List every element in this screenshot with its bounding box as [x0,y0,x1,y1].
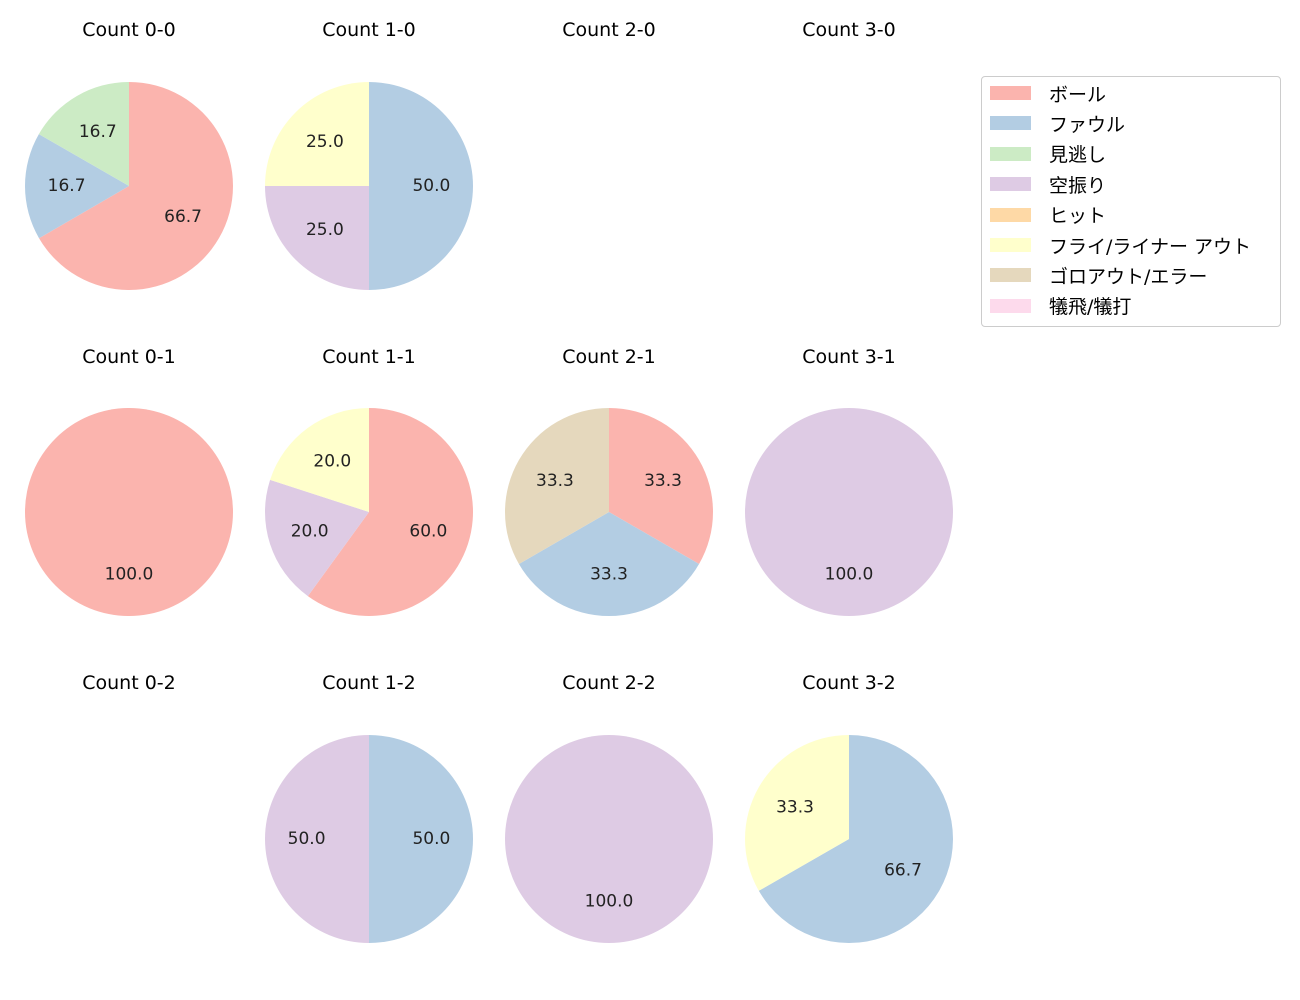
legend-label: ボール [1049,83,1107,106]
pie-slice [265,82,369,186]
slice-label: 16.7 [79,122,117,142]
slice-label: 60.0 [409,521,447,541]
pie-slice [369,735,473,943]
slice-label: 33.3 [644,471,682,491]
legend-item: 犠飛/犠打 [990,294,1131,318]
pie-slice [609,408,713,564]
legend-item: 空振り [990,172,1107,197]
slice-label: 16.7 [48,176,86,196]
pie-subplot: Count 0-2 [82,672,176,694]
pie-subplot: Count 2-2 100.0 [505,672,713,943]
slice-label: 66.7 [884,860,922,880]
pie-slice [265,479,369,597]
pie-subplot: Count 0-1 100.0 [25,346,233,616]
slice-label: 66.7 [164,207,202,227]
slice-label: 50.0 [288,829,326,849]
legend-swatch [990,207,1031,222]
pie-slice [758,735,953,943]
slice-label: 33.3 [536,471,574,491]
slice-label: 50.0 [412,829,450,849]
legend-item: ヒット [990,203,1106,227]
pie-subplot: Count 3-2 66.7 33.3 [744,672,953,943]
legend-item: 見逃し [990,142,1106,166]
pie-slice [270,408,369,512]
pie-subplot: Count 1-2 50.0 50.0 [265,672,473,943]
pie-slice [505,408,609,564]
slice-label: 100.0 [105,564,154,584]
legend-swatch [990,116,1031,131]
subplot-title: Count 0-0 [82,19,176,41]
subplot-title: Count 2-1 [562,346,656,368]
legend-swatch [990,86,1031,100]
pie-slice [265,735,369,943]
slice-label: 33.3 [776,798,814,818]
pie-subplot: Count 3-0 [802,19,896,41]
subplot-title: Count 1-2 [322,672,416,694]
pie-slice [745,408,953,616]
pie-subplot: Count 3-1 100.0 [745,346,953,616]
legend-item: フライ/ライナー アウト [990,233,1252,258]
legend-swatch [990,146,1031,161]
subplot-title: Count 2-2 [562,672,656,694]
subplot-title: Count 1-1 [322,346,416,368]
legend-label: ヒット [1049,205,1107,228]
legend-swatch [990,238,1031,252]
legend-item: ゴロアウト/エラー [990,263,1208,288]
pie-slice [505,735,713,943]
slice-label: 100.0 [825,564,874,584]
pie-slice [24,134,130,239]
legend-swatch [990,177,1031,192]
pie-subplot: Count 2-0 [562,19,656,41]
slice-label: 100.0 [585,891,634,911]
legend-label: 空振り [1049,174,1107,197]
pie-subplot: Count 1-1 60.0 20.0 20.0 [265,346,474,616]
legend-label: 見逃し [1049,144,1107,167]
subplot-title: Count 2-0 [562,19,656,41]
pie-subplot: Count 0-0 66.7 16.7 16.7 [24,19,234,290]
legend-item: ボール [990,81,1107,106]
legend-label: ファウル [1049,113,1126,136]
subplot-title: Count 0-2 [82,672,176,694]
slice-label: 33.3 [590,564,628,584]
slice-label: 50.0 [412,176,450,196]
legend-swatch [990,268,1031,283]
pie-slice [265,186,369,290]
pie-slice [25,408,233,616]
legend-swatch [990,298,1031,313]
slice-label: 25.0 [306,132,344,152]
pie-subplot: Count 2-1 33.3 33.3 33.3 [505,346,713,617]
subplot-title: Count 1-0 [322,19,416,41]
pie-slice [307,408,474,616]
subplot-title: Count 3-1 [802,346,896,368]
pie-slice [744,735,849,891]
pie-slice [369,82,473,290]
legend-label: フライ/ライナー アウト [1049,235,1252,258]
subplot-title: Count 3-0 [802,19,896,41]
slice-label: 20.0 [313,452,351,472]
pie-slice [38,82,129,186]
pie-subplot: Count 1-0 50.0 25.0 25.0 [265,19,473,290]
legend: ボールファウル見逃し空振りヒットフライ/ライナー アウト ゴロアウト/エラー 犠飛/… [981,76,1281,327]
pie-slice [39,82,234,290]
legend-label: ゴロアウト/エラー [1049,265,1208,288]
legend-item: ファウル [990,111,1126,136]
slice-label: 25.0 [306,220,344,240]
legend-label: 犠飛/犠打 [1049,296,1132,319]
subplot-title: Count 3-2 [802,672,896,694]
slice-label: 20.0 [291,521,329,541]
subplot-title: Count 0-1 [82,346,176,368]
